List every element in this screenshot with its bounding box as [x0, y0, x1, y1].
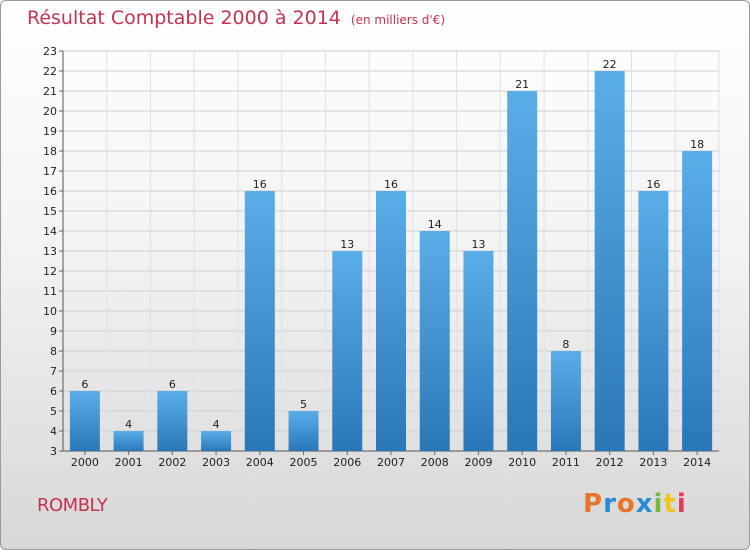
- bar[interactable]: [638, 191, 669, 451]
- commune-name: ROMBLY: [37, 495, 108, 516]
- x-tick-label: 2007: [377, 456, 405, 469]
- y-tick-label: 15: [43, 205, 57, 218]
- y-tick-label: 21: [43, 85, 57, 98]
- bar-value-label: 13: [471, 238, 485, 251]
- y-tick-label: 10: [43, 305, 57, 318]
- bar-value-label: 18: [690, 138, 704, 151]
- y-tick-label: 20: [43, 105, 57, 118]
- x-tick-label: 2006: [333, 456, 361, 469]
- bar[interactable]: [157, 391, 188, 451]
- logo-letter: i: [676, 489, 687, 519]
- x-tick-label: 2000: [71, 456, 99, 469]
- bar-value-label: 4: [213, 418, 220, 431]
- chart-unit: (en milliers d'€): [350, 13, 446, 27]
- label-layer: 6 4 6 4 16 5 13 16 14 13 21 8 22 16 18: [81, 58, 704, 431]
- x-tick-label: 2011: [552, 456, 580, 469]
- x-tick-label: 2005: [290, 456, 318, 469]
- x-tick-label: 2012: [596, 456, 624, 469]
- logo-letter: t: [663, 489, 677, 519]
- y-tick-label: 7: [50, 365, 57, 378]
- y-tick-label: 8: [50, 345, 57, 358]
- bar[interactable]: [244, 191, 275, 451]
- x-tick-label: 2013: [639, 456, 667, 469]
- bar[interactable]: [69, 391, 100, 451]
- bar-layer: [69, 71, 713, 451]
- bar[interactable]: [594, 71, 625, 451]
- logo-letter: r: [603, 489, 617, 519]
- bar-value-label: 13: [340, 238, 354, 251]
- y-tick-label: 14: [43, 225, 57, 238]
- x-tick-label: 2001: [115, 456, 143, 469]
- y-tick-label: 11: [43, 285, 57, 298]
- bar[interactable]: [201, 431, 232, 451]
- y-tick-label: 16: [43, 185, 57, 198]
- bar-value-label: 21: [515, 78, 529, 91]
- chart-title: Résultat Comptable 2000 à 2014 (en millie…: [27, 7, 445, 29]
- logo-letter: o: [616, 489, 636, 519]
- bar[interactable]: [376, 191, 406, 451]
- x-tick-label: 2008: [421, 456, 449, 469]
- y-tick-label: 3: [50, 445, 57, 458]
- x-tick-label: 2014: [683, 456, 711, 469]
- y-tick-label: 12: [43, 265, 57, 278]
- bar[interactable]: [113, 431, 144, 451]
- y-tick-label: 19: [43, 125, 57, 138]
- bar[interactable]: [550, 351, 581, 451]
- bar[interactable]: [507, 91, 538, 451]
- logo-letter: P: [583, 489, 604, 519]
- bar-value-label: 8: [562, 338, 569, 351]
- bar-value-label: 16: [253, 178, 267, 191]
- y-tick-label: 5: [50, 405, 57, 418]
- bar-value-label: 16: [384, 178, 398, 191]
- bar-value-label: 4: [125, 418, 132, 431]
- x-tick-label: 2003: [202, 456, 230, 469]
- bar[interactable]: [332, 251, 363, 451]
- y-tick-label: 18: [43, 145, 57, 158]
- x-tick-label: 2009: [464, 456, 492, 469]
- bar-value-label: 5: [300, 398, 307, 411]
- bar-value-label: 16: [646, 178, 660, 191]
- bar-value-label: 22: [603, 58, 617, 71]
- bar-value-label: 6: [81, 378, 88, 391]
- x-tick-label: 2010: [508, 456, 536, 469]
- y-tick-label: 13: [43, 245, 57, 258]
- x-tick-label: 2002: [158, 456, 186, 469]
- y-tick-label: 22: [43, 65, 57, 78]
- bar[interactable]: [463, 251, 494, 451]
- bar[interactable]: [419, 231, 450, 451]
- y-tick-label: 9: [50, 325, 57, 338]
- bar[interactable]: [288, 411, 319, 451]
- x-tick-label: 2004: [246, 456, 274, 469]
- chart-title-text: Résultat Comptable 2000 à 2014: [27, 7, 341, 29]
- y-tick-label: 23: [43, 45, 57, 58]
- proxiti-logo[interactable]: Proxiti: [583, 489, 687, 519]
- y-tick-label: 6: [50, 385, 57, 398]
- logo-letter: i: [653, 489, 664, 519]
- y-tick-label: 4: [50, 425, 57, 438]
- y-tick-label: 17: [43, 165, 57, 178]
- logo-letter: x: [635, 489, 654, 519]
- bar-value-label: 6: [169, 378, 176, 391]
- bar-value-label: 14: [428, 218, 442, 231]
- bar[interactable]: [682, 151, 713, 451]
